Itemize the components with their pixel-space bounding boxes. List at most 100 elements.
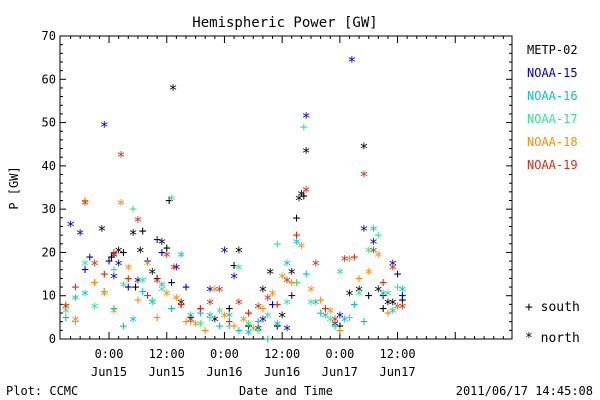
data-point: * xyxy=(311,256,320,274)
data-point: + xyxy=(350,297,358,312)
data-point: * xyxy=(383,287,392,305)
data-point: + xyxy=(153,271,161,286)
data-point: + xyxy=(394,267,402,282)
data-point: + xyxy=(182,315,190,330)
legend-entry: NOAA-17 xyxy=(527,112,578,126)
data-point: * xyxy=(177,300,186,318)
data-point: + xyxy=(100,267,108,282)
data-point: * xyxy=(374,248,383,266)
data-point: * xyxy=(114,243,123,261)
data-point: + xyxy=(360,315,368,330)
data-point: + xyxy=(110,245,118,260)
data-point: + xyxy=(302,267,310,282)
plot-timestamp: 2011/06/17 14:45:08 xyxy=(456,384,593,398)
data-point: * xyxy=(129,226,138,244)
data-point: * xyxy=(117,148,126,166)
data-point: + xyxy=(144,289,152,304)
data-point: * xyxy=(393,300,402,318)
data-point: * xyxy=(355,287,364,305)
data-point: * xyxy=(258,313,267,331)
data-point: * xyxy=(61,304,70,322)
data-point: * xyxy=(326,304,335,322)
data-point: + xyxy=(245,319,253,334)
data-point: + xyxy=(317,306,325,321)
data-point: * xyxy=(210,282,219,300)
legend-entry: METP-02 xyxy=(527,43,578,57)
data-point: + xyxy=(365,289,373,304)
data-point: * xyxy=(287,265,296,283)
data-point: + xyxy=(182,280,190,295)
data-point: * xyxy=(379,287,388,305)
data-point: + xyxy=(139,224,147,239)
data-point: + xyxy=(108,250,116,265)
data-point: * xyxy=(335,265,344,283)
data-point: + xyxy=(148,293,156,308)
data-point: * xyxy=(302,144,311,162)
data-point: + xyxy=(235,323,243,338)
legend-entry: NOAA-15 xyxy=(527,66,578,80)
data-point: * xyxy=(61,300,70,318)
data-point: + xyxy=(144,254,152,269)
data-point: * xyxy=(196,317,205,335)
data-point: * xyxy=(359,168,368,186)
data-point: + xyxy=(110,263,118,278)
data-point: + xyxy=(384,306,392,321)
data-point: * xyxy=(206,295,215,313)
data-point: + xyxy=(322,302,330,317)
data-point: + xyxy=(196,302,204,317)
data-point: * xyxy=(263,308,272,326)
data-point: * xyxy=(234,295,243,313)
data-point: * xyxy=(157,282,166,300)
x-tick-date-label: Jun15 xyxy=(149,365,185,379)
data-point: * xyxy=(282,295,291,313)
data-point: * xyxy=(230,269,239,287)
data-point: + xyxy=(398,289,406,304)
data-point: + xyxy=(336,323,344,338)
data-point: * xyxy=(80,196,89,214)
data-point: * xyxy=(393,300,402,318)
y-tick-label: 20 xyxy=(42,245,56,259)
x-tick-date-label: Jun17 xyxy=(379,365,415,379)
data-point: * xyxy=(302,109,311,127)
data-point: + xyxy=(62,310,70,325)
data-point: + xyxy=(273,297,281,312)
data-point: * xyxy=(133,274,142,292)
data-point: + xyxy=(245,306,253,321)
data-point: + xyxy=(124,271,132,286)
plot-credit: Plot: CCMC xyxy=(6,384,78,398)
data-point: * xyxy=(326,313,335,331)
data-point: + xyxy=(132,280,140,295)
data-point: + xyxy=(105,254,113,269)
data-point: + xyxy=(187,310,195,325)
data-point: * xyxy=(172,261,181,279)
data-point: + xyxy=(196,306,204,321)
data-point: + xyxy=(398,293,406,308)
data-point: + xyxy=(245,306,253,321)
x-tick-time-label: 12:00 xyxy=(149,347,185,361)
data-point: + xyxy=(91,276,99,291)
x-tick-time-label: 12:00 xyxy=(264,347,300,361)
data-point: * xyxy=(234,261,243,279)
chart-title: Hemispheric Power [GW] xyxy=(192,15,377,31)
data-point: + xyxy=(120,319,128,334)
data-point: + xyxy=(317,306,325,321)
data-point: + xyxy=(331,319,339,334)
data-point: * xyxy=(220,243,229,261)
data-point: + xyxy=(355,271,363,286)
data-point: * xyxy=(263,291,272,309)
data-point: * xyxy=(398,300,407,318)
data-point: * xyxy=(244,317,253,335)
data-point: + xyxy=(206,310,214,325)
data-point: * xyxy=(191,317,200,335)
data-point: + xyxy=(153,310,161,325)
data-point: + xyxy=(225,319,233,334)
data-point: + xyxy=(120,245,128,260)
data-point: + xyxy=(230,258,238,273)
data-point: * xyxy=(345,252,354,270)
legend-entry: NOAA-16 xyxy=(527,89,578,103)
data-point: * xyxy=(100,287,109,305)
y-tick-label: 30 xyxy=(42,202,56,216)
x-tick-date-label: Jun16 xyxy=(264,365,300,379)
data-point: + xyxy=(187,315,195,330)
